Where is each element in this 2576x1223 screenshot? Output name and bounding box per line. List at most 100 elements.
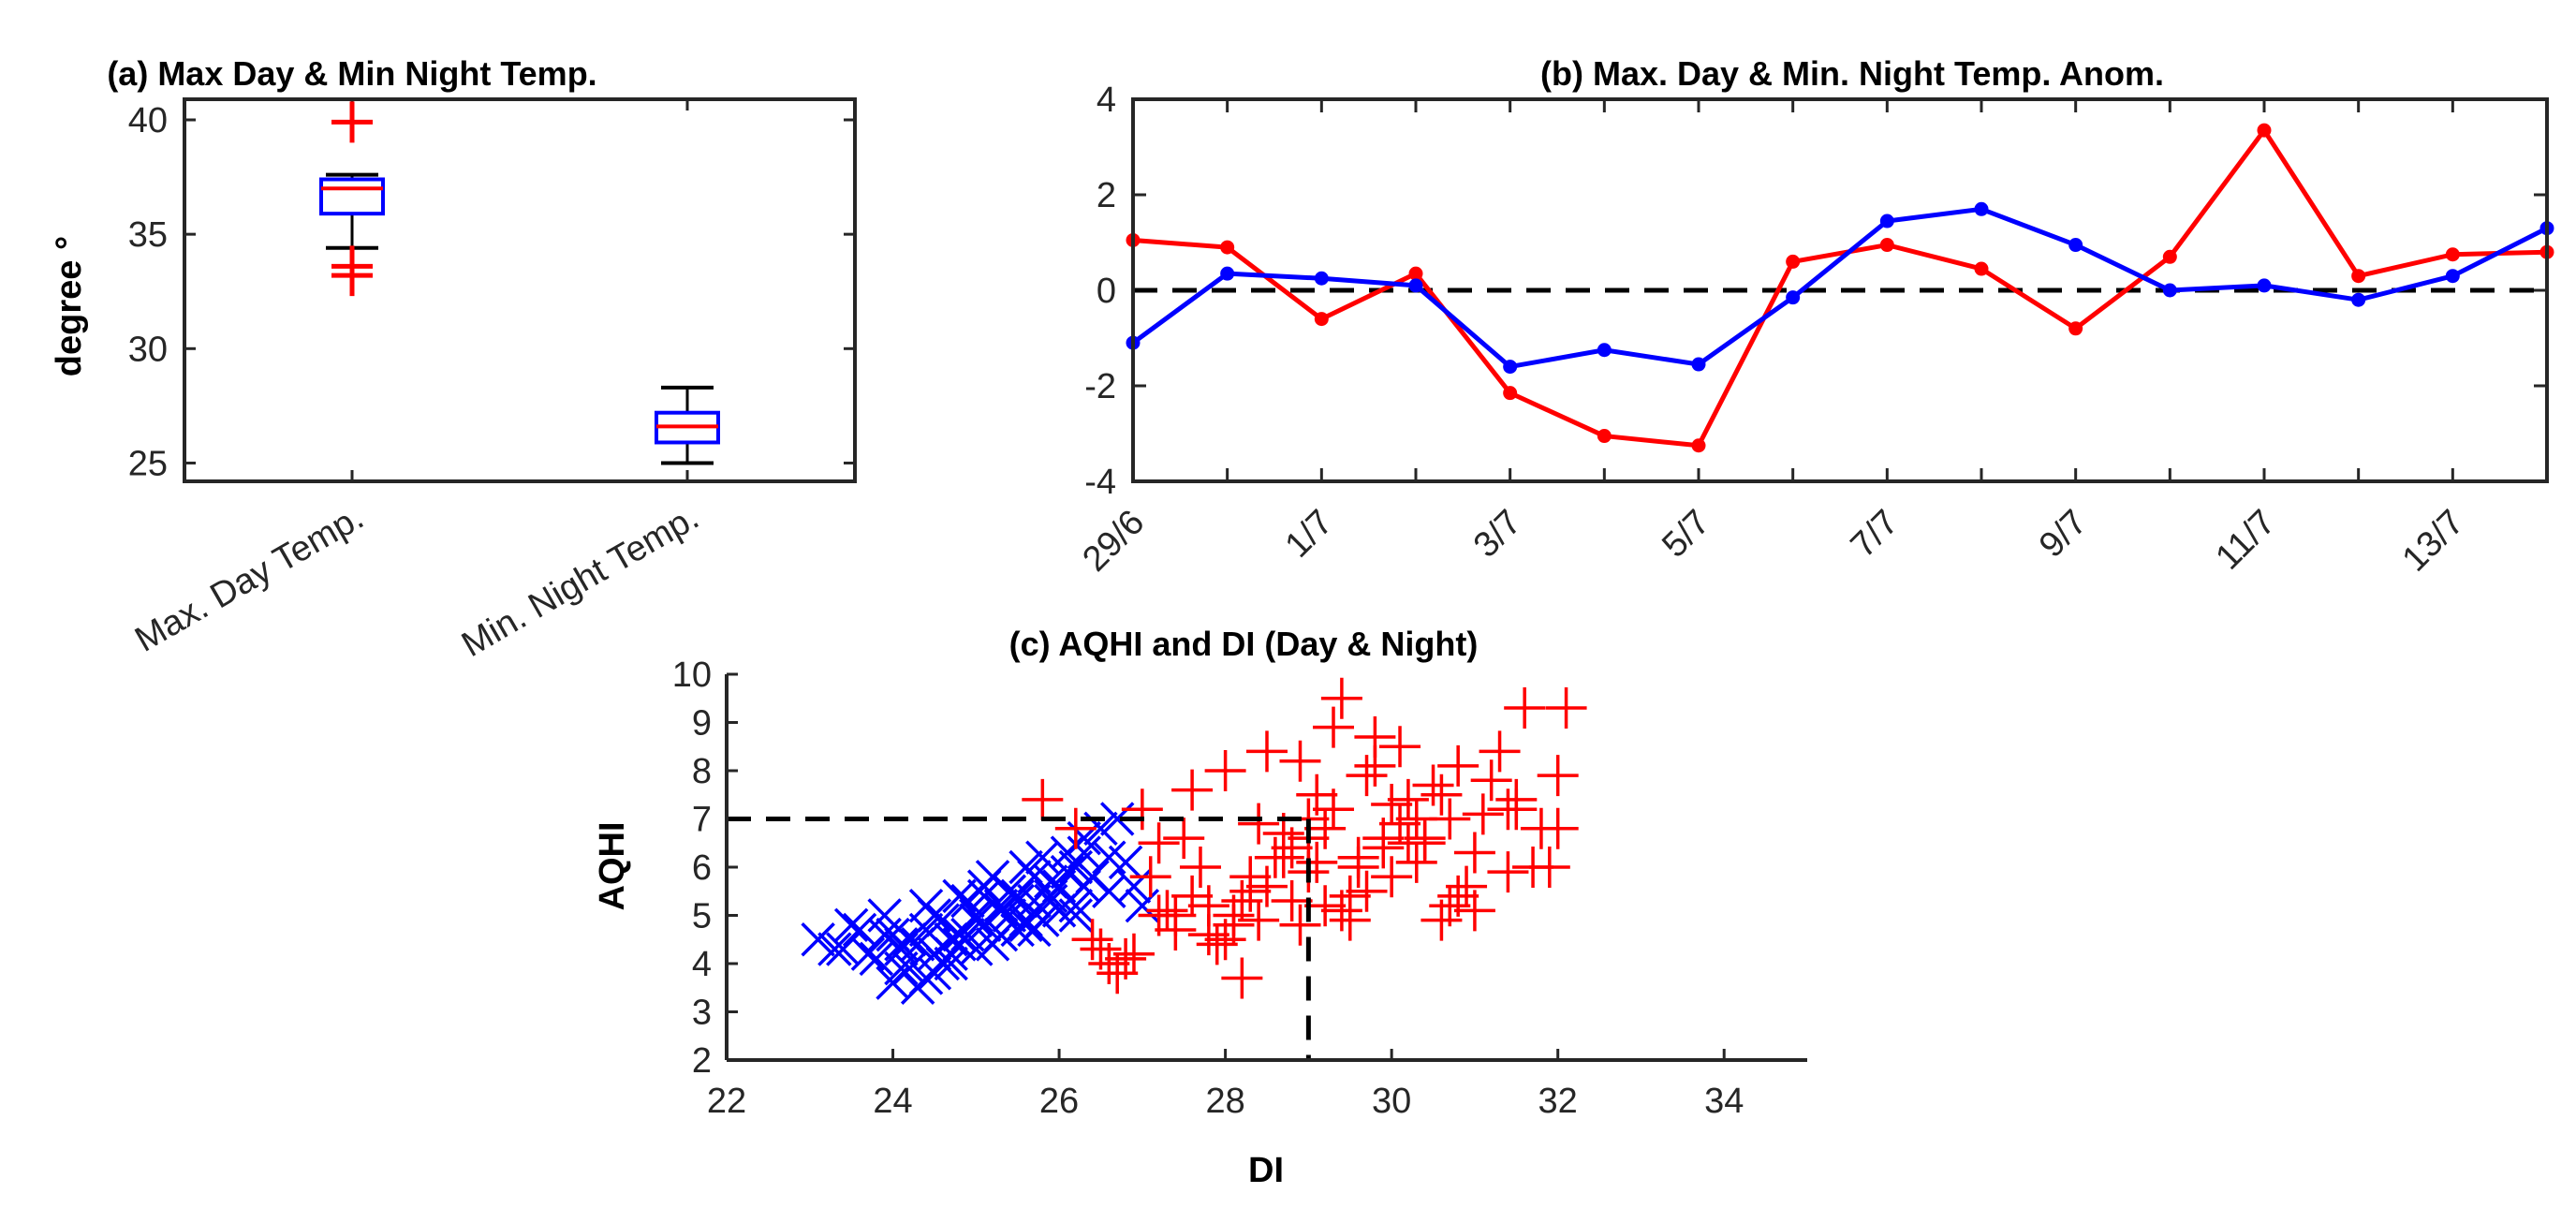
panel-c-point-day: [1196, 923, 1238, 965]
panel-b-data-point: [1220, 240, 1235, 255]
panel-c-point-day: [1479, 730, 1521, 773]
panel-c-ytick-label: 2: [692, 1041, 712, 1081]
panel-c-point-day: [1346, 870, 1388, 912]
panel-c-point-day: [1487, 851, 1529, 893]
panel-c-point-day: [1138, 822, 1180, 864]
panel-c-point-day: [1238, 899, 1280, 941]
panel-c-xlabel: DI: [1248, 1151, 1284, 1190]
panel-c-point-night: [1025, 840, 1060, 875]
panel-c-point-day: [1371, 784, 1413, 826]
panel-b-ytick-label: 2: [1097, 176, 1116, 215]
panel-c-point-day: [1112, 933, 1155, 975]
panel-c-point-day: [1528, 847, 1570, 888]
panel-c-ytick-label: 5: [692, 897, 712, 936]
panel-c-point-day: [1470, 759, 1512, 802]
panel-a-title: (a) Max Day & Min Night Temp.: [107, 54, 596, 93]
panel-b-xtick-label: 9/7: [2032, 503, 2095, 566]
panel-c-point-night: [1000, 878, 1035, 914]
panel-c-point-day: [1246, 865, 1288, 907]
panel-b-data-point: [2257, 278, 2272, 293]
panel-c-xtick-label: 30: [1372, 1082, 1411, 1121]
panel-c-point-day: [1054, 807, 1097, 849]
panel-c-xtick-label: 24: [873, 1082, 912, 1121]
panel-b-xtick-label: 7/7: [1844, 503, 1906, 566]
panel-c-point-day: [1271, 880, 1313, 922]
panel-c-point-night: [850, 936, 886, 971]
panel-b-ticks: -4 -2 0 2 4 29/6 1/7 3/7 5/7 7/7 9/7 11/7 13/7: [1075, 81, 2549, 580]
panel-c-point-day: [1296, 841, 1338, 883]
box-outlier: [331, 255, 373, 297]
panel-b-data-point: [1597, 429, 1612, 444]
panel-c-ytick-label: 10: [672, 656, 712, 695]
panel-c-xtick-label: 28: [1205, 1082, 1244, 1121]
panel-c-point-day: [1420, 774, 1463, 816]
panel-b-data-point: [1408, 266, 1423, 281]
panel-b-ytick-label: 0: [1097, 272, 1116, 311]
panel-c-point-day: [1138, 894, 1180, 936]
panel-c-point-day: [1404, 818, 1446, 860]
panel-c-point-day: [1537, 755, 1579, 797]
panel-b-data-point: [1597, 343, 1612, 358]
panel-c-point-day: [1346, 755, 1388, 797]
panel-c-point-day: [1371, 856, 1413, 898]
panel-c-point-day: [1337, 836, 1379, 878]
panel-c-point-night: [1000, 883, 1035, 919]
panel-c-point-day: [1171, 875, 1214, 917]
panel-c-point-night: [859, 941, 894, 977]
panel-c-point-day: [1213, 894, 1255, 936]
panel-c-title: (c) AQHI and DI (Day & Night): [1009, 625, 1479, 663]
panel-c-point-day: [1429, 798, 1471, 840]
panel-c-point-day: [1088, 943, 1130, 984]
panel-c-point-day: [1446, 865, 1488, 907]
panel-c-point-day: [1204, 750, 1246, 791]
panel-b-title: (b) Max. Day & Min. Night Temp. Anom.: [1540, 54, 2164, 93]
panel-c-point-day: [1304, 807, 1347, 849]
panel-c-point-day: [1545, 687, 1587, 729]
panel-c-point-night: [1058, 898, 1094, 933]
panel-c-point-night: [884, 927, 919, 962]
panel-c-point-day: [1204, 919, 1246, 961]
panel-c-point-day: [1304, 885, 1347, 927]
panel-b-data-point: [1503, 360, 1518, 375]
panel-b-xtick-label: 29/6: [1075, 503, 1152, 580]
panel-b-xtick-label: 11/7: [2208, 503, 2283, 578]
panel-c-points: [727, 677, 1587, 1060]
panel-c-ytick-label: 6: [692, 848, 712, 888]
panel-c-point-day: [1429, 885, 1471, 927]
panel-b-data-point: [2257, 123, 2272, 138]
panel-b-data-point: [2162, 283, 2177, 298]
panel-a-boxes: [319, 101, 720, 465]
panel-c-point-day: [1246, 730, 1288, 773]
panel-c-point-day: [1379, 803, 1421, 845]
panel-c-point-day: [1121, 788, 1163, 831]
panel-c-point-night: [966, 878, 1002, 914]
panel-c-ytick-label: 9: [692, 704, 712, 744]
panel-c-point-day: [1146, 890, 1188, 932]
panel-c-point-night: [1017, 860, 1052, 894]
panel-c-point-night: [1033, 883, 1068, 919]
panel-c-point-day: [1453, 890, 1495, 932]
panel-a-ytick-label: 30: [128, 330, 168, 369]
panel-a-ylabel: degree °: [50, 236, 89, 376]
panel-b-data-point: [1314, 312, 1329, 327]
panel-b-axes-frame: [1131, 97, 2549, 483]
panel-c-ytick-label: 4: [692, 945, 712, 984]
panel-c-xtick-label: 32: [1538, 1082, 1578, 1121]
panel-c-point-night: [917, 898, 952, 933]
panel-c-point-day: [1354, 744, 1396, 787]
panel-b-data-point: [2445, 247, 2460, 262]
panel-c-point-day: [1320, 677, 1362, 719]
panel-c-point-day: [1313, 788, 1355, 831]
panel-b-ytick-label: -4: [1084, 463, 1116, 502]
panel-b-data-point: [2068, 238, 2083, 253]
panel-b-data-point: [1503, 386, 1518, 401]
panel-a-xtick-label: Min. Night Temp.: [455, 497, 705, 665]
panel-c-point-day: [1129, 856, 1171, 898]
panel-c-point-day: [1313, 706, 1355, 748]
panel-c-xtick-label: 34: [1704, 1082, 1744, 1121]
panel-c-point-day: [1537, 807, 1579, 849]
panel-c-point-day: [1221, 957, 1263, 999]
panel-b-data-point: [1786, 254, 1801, 269]
panel-c-point-day: [1453, 832, 1495, 874]
